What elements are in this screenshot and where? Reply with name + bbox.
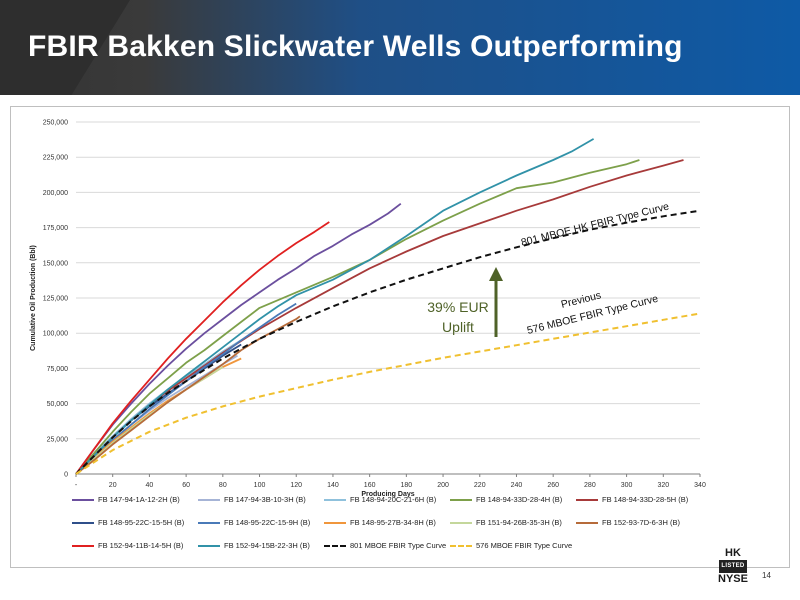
x-tick-label: 180 (401, 482, 413, 489)
legend-swatch (576, 498, 598, 501)
legend-swatch (324, 521, 346, 524)
y-tick-label: 175,000 (43, 225, 68, 232)
legend-label: FB 148-94-33D-28-4H (B) (476, 495, 563, 504)
legend-item: FB 148-95-27B-34-8H (B) (324, 518, 436, 527)
legend-label: 801 MBOE FBIR Type Curve (350, 541, 447, 550)
x-tick-label: - (75, 482, 78, 489)
page-number: 14 (762, 571, 771, 580)
series-line (75, 221, 330, 475)
y-tick-label: 100,000 (43, 331, 68, 338)
legend-label: FB 147-94-1A-12-2H (B) (98, 495, 180, 504)
x-axis-title: Producing Days (361, 491, 414, 498)
logo-ticker: HK (725, 547, 741, 559)
series-line (75, 202, 402, 475)
logo-listed-box: LISTED (719, 560, 747, 573)
legend-swatch (72, 498, 94, 501)
legend-label: FB 148-95-22C-15-9H (B) (224, 518, 311, 527)
legend-label: FB 152-94-11B-14-5H (B) (98, 541, 184, 550)
type-curve-801-label: 801 MBOE HK FBIR Type Curve (520, 200, 671, 248)
x-tick-label: 100 (254, 482, 266, 489)
uplift-label-line1: 39% EUR (427, 299, 488, 315)
y-tick-label: 250,000 (43, 120, 68, 127)
legend-label: 576 MBOE FBIR Type Curve (476, 541, 573, 550)
series-line (75, 159, 640, 475)
x-tick-label: 220 (474, 482, 486, 489)
legend-swatch (324, 498, 346, 501)
legend-item: 576 MBOE FBIR Type Curve (450, 541, 572, 550)
legend-item: 801 MBOE FBIR Type Curve (324, 541, 446, 550)
x-tick-label: 60 (182, 482, 190, 489)
y-tick-label: 225,000 (43, 155, 68, 162)
x-tick-label: 160 (364, 482, 376, 489)
legend-swatch (198, 498, 220, 501)
slide-title: FBIR Bakken Slickwater Wells Outperformi… (28, 30, 683, 63)
y-tick-label: 150,000 (43, 260, 68, 267)
series-line (75, 315, 301, 475)
legend-swatch (450, 544, 472, 547)
legend-label: FB 148-95-22C-15-5H (B) (98, 518, 185, 527)
hk-nyse-logo: HK LISTED NYSE (716, 548, 750, 585)
legend-swatch (324, 544, 346, 547)
legend-label: FB 151-94-26B-35-3H (B) (476, 518, 562, 527)
legend-item: FB 148-94-33D-28-5H (B) (576, 495, 688, 504)
legend-swatch (198, 521, 220, 524)
legend-item: FB 147-94-3B-10-3H (B) (198, 495, 306, 504)
legend-item: FB 148-94-20C-21-6H (B) (324, 495, 436, 504)
legend-item: FB 147-94-1A-12-2H (B) (72, 495, 180, 504)
uplift-label-line2: Uplift (442, 319, 474, 335)
legend-label: FB 148-94-20C-21-6H (B) (350, 495, 437, 504)
legend-swatch (576, 521, 598, 524)
chart-frame (10, 106, 790, 568)
legend-item: FB 152-94-11B-14-5H (B) (72, 541, 183, 550)
legend-label: FB 152-93-7D-6-3H (B) (602, 518, 680, 527)
x-tick-label: 20 (109, 482, 117, 489)
title-banner: FBIR Bakken Slickwater Wells Outperformi… (0, 0, 800, 95)
y-tick-label: 50,000 (47, 401, 69, 408)
legend-swatch (450, 498, 472, 501)
legend-swatch (72, 544, 94, 547)
x-tick-label: 300 (621, 482, 633, 489)
legend-item: FB 148-95-22C-15-9H (B) (198, 518, 310, 527)
legend-label: FB 148-95-27B-34-8H (B) (350, 518, 436, 527)
uplift-arrow-head (489, 267, 503, 281)
legend-item: FB 151-94-26B-35-3H (B) (450, 518, 562, 527)
y-tick-label: 125,000 (43, 296, 68, 303)
logo-exchange: NYSE (718, 573, 748, 585)
legend-label: FB 147-94-3B-10-3H (B) (224, 495, 306, 504)
x-tick-label: 340 (694, 482, 706, 489)
series-line (75, 312, 701, 475)
x-tick-label: 40 (146, 482, 154, 489)
y-axis-title: Cumulative Oil Production (Bbl) (30, 245, 37, 351)
x-tick-label: 80 (219, 482, 227, 489)
legend-label: FB 152-94-15B-22-3H (B) (224, 541, 310, 550)
y-tick-label: 75,000 (47, 366, 69, 373)
x-tick-label: 140 (327, 482, 339, 489)
legend-swatch (450, 521, 472, 524)
y-tick-label: 0 (64, 472, 68, 479)
y-tick-label: 200,000 (43, 190, 68, 197)
y-tick-label: 25,000 (47, 436, 69, 443)
legend-label: FB 148-94-33D-28-5H (B) (602, 495, 689, 504)
x-tick-label: 200 (437, 482, 449, 489)
series-line (75, 138, 595, 475)
legend-swatch (198, 544, 220, 547)
legend-item: FB 152-93-7D-6-3H (B) (576, 518, 680, 527)
legend-item: FB 148-94-33D-28-4H (B) (450, 495, 562, 504)
legend-item: FB 148-95-22C-15-5H (B) (72, 518, 184, 527)
x-tick-label: 320 (657, 482, 669, 489)
legend-swatch (72, 521, 94, 524)
x-tick-label: 280 (584, 482, 596, 489)
x-tick-label: 240 (511, 482, 523, 489)
legend-item: FB 152-94-15B-22-3H (B) (198, 541, 310, 550)
x-tick-label: 120 (290, 482, 302, 489)
x-tick-label: 260 (547, 482, 559, 489)
